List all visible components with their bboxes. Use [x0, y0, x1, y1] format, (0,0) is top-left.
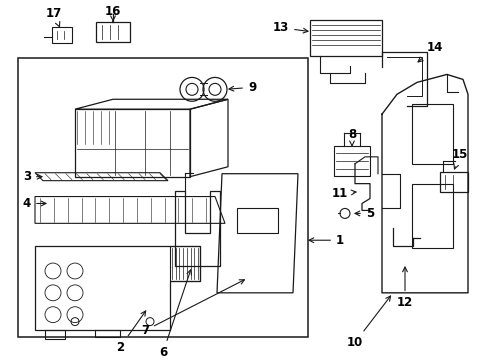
Text: 14: 14: [418, 41, 443, 62]
Text: 17: 17: [46, 8, 62, 27]
Text: 3: 3: [23, 170, 42, 183]
Text: 1: 1: [309, 234, 344, 247]
Text: 8: 8: [348, 127, 356, 146]
Text: 9: 9: [229, 81, 256, 94]
Bar: [440, 172, 468, 192]
Bar: [18, 58, 308, 337]
Text: 5: 5: [355, 207, 374, 220]
Text: 12: 12: [397, 267, 413, 309]
Text: 13: 13: [273, 21, 308, 34]
Text: 15: 15: [452, 148, 468, 169]
Text: 4: 4: [23, 197, 46, 210]
Text: 2: 2: [116, 311, 146, 354]
Text: 10: 10: [347, 296, 391, 349]
Text: 6: 6: [159, 270, 192, 359]
Text: 11: 11: [332, 187, 356, 200]
Text: 16: 16: [105, 5, 121, 21]
Text: 7: 7: [141, 280, 245, 337]
